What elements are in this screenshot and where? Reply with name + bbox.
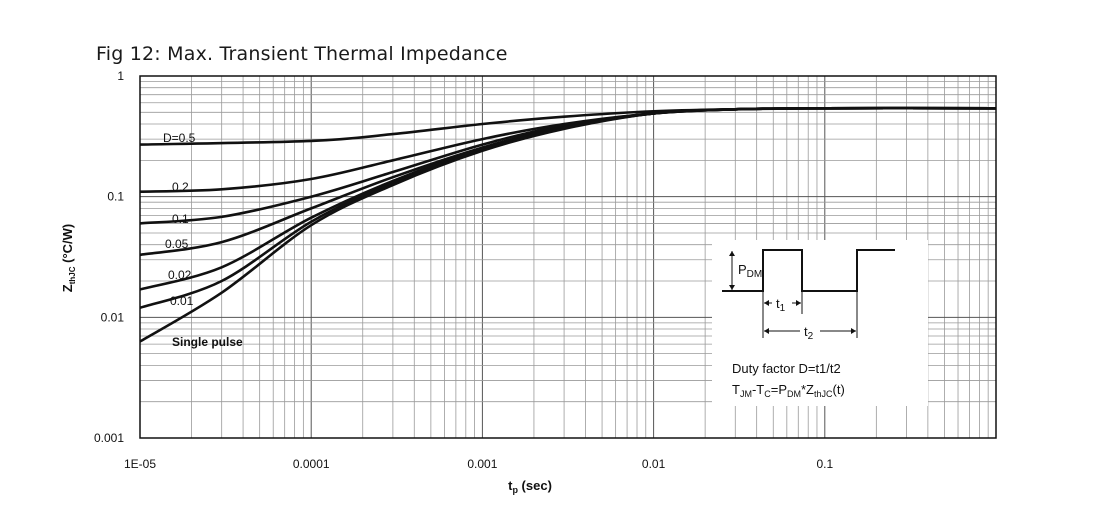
t1-arrow-left [764,300,769,306]
y-tick-label: 0.1 [107,190,124,204]
duty-factor-text: Duty factor D=t1/t2 [732,361,841,376]
y-tick-label: 1 [117,69,124,83]
t2-label-bg [800,324,820,338]
curve-label: 0.02 [168,268,192,282]
x-tick-label: 0.0001 [293,457,330,471]
t2-arrow-right [851,328,856,334]
x-tick-label: 0.1 [816,457,833,471]
pdm-arrow-head-down [729,285,735,290]
pdm-label: PDM [738,262,762,280]
curve-label: 0.1 [172,212,189,226]
curve-label: 0.05 [165,237,189,251]
pdm-arrow-head-up [729,251,735,256]
series-line [139,106,997,343]
series-line [139,106,997,193]
y-tick-label: 0.001 [94,431,124,445]
curve-label: 0.2 [172,180,189,194]
plot-frame [139,75,997,439]
t1-label-bg [772,296,792,310]
thermal-formula-text: TJM-TC=PDM*ZthJC(t) [732,382,845,399]
t2-label: t2 [804,324,814,342]
duty-cycle-inset: PDM t1 t2 Duty factor D=t1/t2 TJM-TC=PDM… [712,240,928,406]
x-tick-label: 0.01 [642,457,666,471]
pulse-waveform [722,249,895,292]
y-axis-title: ZthJC (°C/W) [60,224,77,292]
curve-label: D=0.5 [163,131,196,145]
x-tick-label: 0.001 [467,457,497,471]
curve-labels: D=0.5 0.2 0.1 0.05 0.02 0.01 Single pulse [163,131,243,349]
curve-label: Single pulse [172,335,243,349]
x-tick-label: 1E-05 [124,457,156,471]
y-tick-label: 0.01 [101,310,125,324]
figure-title: Fig 12: Max. Transient Thermal Impedance [96,43,508,65]
inset-background [712,240,928,406]
t1-arrow-right [796,300,801,306]
t2-arrow-left [764,328,769,334]
curves [139,106,997,343]
t1-label: t1 [776,296,786,314]
x-axis-title: tp (sec) [508,478,552,495]
curve-label: 0.01 [170,294,194,308]
tick-labels: 1E-05 0.0001 0.001 0.01 0.1 0.001 0.01 0.1 1 [94,69,833,471]
